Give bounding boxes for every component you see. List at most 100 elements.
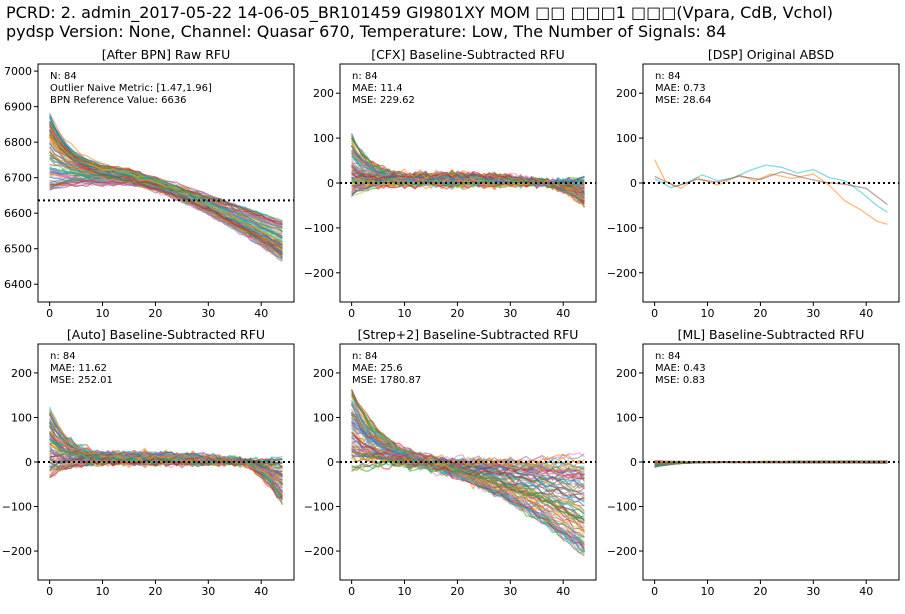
y-tick-label: −100	[304, 501, 334, 514]
x-tick-label: 0	[651, 585, 658, 598]
series-line-82	[49, 142, 283, 222]
y-tick-label: −100	[607, 501, 637, 514]
x-tick-label: 40	[254, 307, 268, 320]
y-tick-label: −200	[304, 545, 334, 558]
x-tick-label: 20	[753, 307, 767, 320]
y-tick-label: −200	[2, 545, 32, 558]
x-tick-label: 10	[96, 585, 110, 598]
y-tick-label: 200	[616, 367, 637, 380]
panel-title: [DSP] Original ABSD	[708, 47, 834, 62]
x-tick-label: 0	[348, 307, 355, 320]
series-line-77	[49, 180, 283, 254]
panel-annotation: n: 84	[655, 71, 681, 82]
y-tick-label: 6400	[4, 278, 32, 291]
panel-annotation: n: 84	[655, 351, 681, 362]
panel-raw: 0 10 20 30 40 6400 6500 6600 6700 6800 6900 7000 [Af…	[4, 47, 295, 320]
x-tick-label: 30	[806, 585, 820, 598]
x-tick-label: 40	[859, 585, 873, 598]
y-tick-label: 7000	[4, 65, 32, 78]
plot-area	[643, 459, 899, 468]
figure-title-line2: pydsp Version: None, Channel: Quasar 670…	[6, 22, 727, 41]
y-tick-label: 0	[25, 456, 32, 469]
series-line-83	[351, 431, 585, 550]
y-tick-label: 100	[616, 411, 637, 424]
x-tick-label: 10	[701, 585, 715, 598]
panel-title: [Auto] Baseline-Subtracted RFU	[67, 327, 265, 342]
x-tick-label: 10	[701, 307, 715, 320]
y-tick-label: −200	[304, 267, 334, 280]
plot-area	[340, 132, 596, 209]
y-tick-label: 6600	[4, 207, 32, 220]
panel-strep: 0 10 20 30 40 −200 −100 0 100 200 [Strep+2] Baseli…	[304, 327, 597, 598]
y-tick-label: 200	[313, 367, 334, 380]
series-line-83	[49, 179, 283, 250]
panel-title: [CFX] Baseline-Subtracted RFU	[371, 47, 565, 62]
series-line-77	[351, 145, 585, 196]
y-tick-label: −200	[607, 545, 637, 558]
x-tick-label: 30	[806, 307, 820, 320]
x-tick-label: 10	[398, 585, 412, 598]
panel-annotation: MAE: 11.62	[50, 363, 107, 374]
panel-dsp: 0 10 20 30 40 −200 −100 0 100 200 [DSP] Original A…	[607, 47, 900, 320]
series-line-81	[351, 450, 585, 471]
axes-frame	[37, 63, 295, 303]
series-line-0	[654, 159, 888, 225]
y-tick-label: 6800	[4, 136, 32, 149]
x-tick-label: 30	[201, 307, 215, 320]
y-tick-label: 0	[630, 177, 637, 190]
series-line-2	[654, 171, 888, 206]
panel-annotation: MSE: 1780.87	[352, 375, 421, 386]
panel-annotation: MAE: 0.73	[655, 83, 706, 94]
y-tick-label: 0	[327, 177, 334, 190]
panel-annotation: MAE: 0.43	[655, 363, 706, 374]
panel-annotation: MSE: 28.64	[655, 95, 711, 106]
panel-annotation: MSE: 229.62	[352, 95, 415, 106]
plot-area	[340, 389, 596, 557]
y-tick-label: 200	[313, 87, 334, 100]
plot-area	[38, 406, 294, 506]
y-tick-label: −100	[2, 501, 32, 514]
panel-cfx: 0 10 20 30 40 −200 −100 0 100 200 [CFX] Baseline-S…	[304, 47, 597, 320]
series-line-82	[351, 450, 585, 522]
x-tick-label: 10	[96, 307, 110, 320]
y-tick-label: 100	[313, 411, 334, 424]
plot-area	[643, 159, 899, 225]
series-line-79	[49, 167, 283, 248]
x-tick-label: 20	[450, 307, 464, 320]
x-tick-label: 40	[859, 307, 873, 320]
panel-annotation: BPN Reference Value: 6636	[50, 95, 187, 106]
panel-ml: 0 10 20 30 40 −200 −100 0 100 200 [ML] Baseline-Su…	[607, 327, 900, 598]
x-tick-label: 0	[46, 585, 53, 598]
x-tick-label: 40	[254, 585, 268, 598]
panel-annotation: N: 84	[50, 71, 77, 82]
x-tick-label: 0	[46, 307, 53, 320]
x-tick-label: 20	[753, 585, 767, 598]
y-tick-label: 200	[616, 87, 637, 100]
x-tick-label: 30	[503, 307, 517, 320]
panel-annotation: n: 84	[352, 71, 378, 82]
y-tick-label: 0	[327, 456, 334, 469]
x-tick-label: 20	[450, 585, 464, 598]
panel-title: [After BPN] Raw RFU	[102, 47, 230, 62]
y-tick-label: 0	[630, 456, 637, 469]
y-tick-label: 6700	[4, 172, 32, 185]
series-line-80	[351, 421, 585, 486]
x-tick-label: 40	[556, 585, 570, 598]
x-tick-label: 0	[348, 585, 355, 598]
panel-title: [ML] Baseline-Subtracted RFU	[678, 327, 865, 342]
panel-annotation: n: 84	[352, 351, 378, 362]
y-tick-label: 100	[313, 132, 334, 145]
y-tick-label: 6500	[4, 243, 32, 256]
panel-annotation: MAE: 11.4	[352, 83, 403, 94]
y-tick-label: 100	[11, 411, 32, 424]
panel-auto: 0 10 20 30 40 −200 −100 0 100 200 [Auto] Baseline-…	[2, 327, 295, 598]
panel-annotation: Outlier Naive Metric: [1.47,1.96]	[50, 83, 212, 94]
x-tick-label: 30	[201, 585, 215, 598]
panel-annotation: MAE: 25.6	[352, 363, 403, 374]
y-tick-label: −100	[607, 222, 637, 235]
x-tick-label: 20	[148, 585, 162, 598]
y-tick-label: −100	[304, 222, 334, 235]
x-tick-label: 30	[503, 585, 517, 598]
plot-area	[38, 113, 294, 263]
